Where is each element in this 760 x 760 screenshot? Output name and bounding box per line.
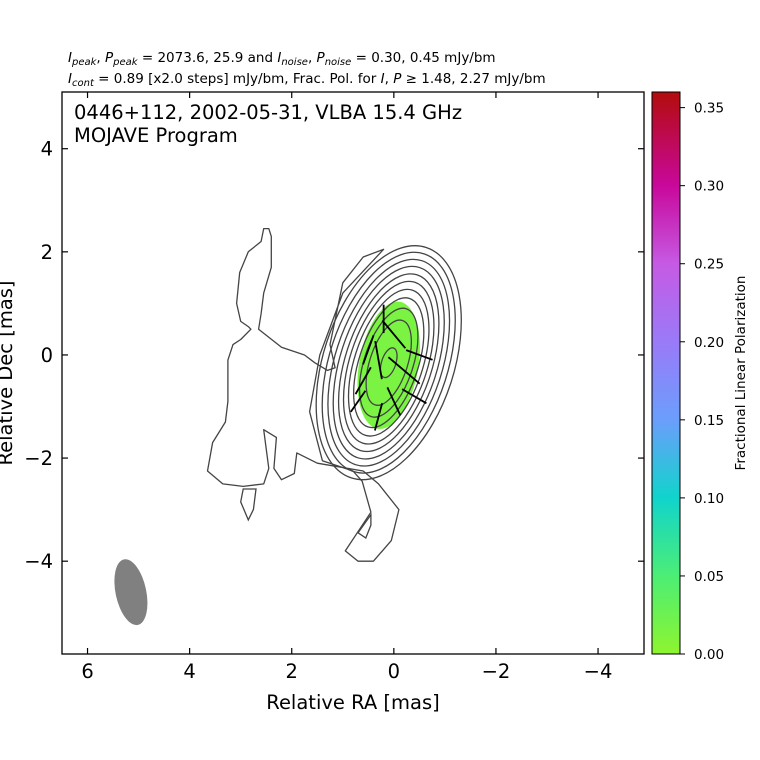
- header-stats-line-2: Icont = 0.89 [x2.0 steps] mJy/bm, Frac. …: [68, 71, 546, 89]
- colorbar-tick-label: 0.25: [694, 257, 724, 273]
- colorbar-tick-label: 0.30: [694, 179, 724, 195]
- evpa-vector-2: [381, 319, 407, 349]
- contour-island-1: [357, 512, 372, 539]
- contour-outer: [206, 227, 400, 562]
- polarization-patch: [357, 301, 420, 429]
- contour-level-7: [353, 297, 425, 429]
- polarization-layer: [357, 301, 420, 429]
- evpa-vector-8: [374, 402, 384, 431]
- contour-level-4: [337, 273, 440, 453]
- plot-subtitle: MOJAVE Program: [74, 124, 238, 147]
- evpa-vector-6: [405, 349, 433, 361]
- contour-level-8: [358, 307, 419, 418]
- colorbar-gradient: [651, 91, 681, 655]
- x-tick-label: 2: [286, 660, 298, 683]
- colorbar: 0.00 0.05 0.10 0.15 0.20 0.25 0.30 0.35 Fractio…: [651, 91, 749, 663]
- axis-ticks: 6 4 2 0 −2 −4 4 2 0 −2 −4: [24, 92, 644, 683]
- x-tick-label: 0: [388, 660, 400, 683]
- contour-level-2: [327, 258, 451, 467]
- x-tick-label: −4: [584, 660, 613, 683]
- plot-frame: [61, 91, 645, 655]
- contour-level-5: [342, 280, 435, 445]
- colorbar-tick-label: 0.10: [694, 491, 724, 507]
- header-stats-line-1: Ipeak, Ppeak = 2073.6, 25.9 and Inoise, …: [68, 50, 496, 68]
- y-tick-label: 2: [41, 241, 53, 264]
- evpa-vector-7: [386, 386, 402, 416]
- colorbar-tick-label: 0.00: [694, 647, 724, 663]
- contour-level-9: [365, 319, 412, 406]
- contour-island-0: [240, 488, 257, 522]
- contour-level-3: [332, 265, 445, 460]
- evpa-vector-3: [362, 334, 375, 365]
- contour-level-1: [321, 251, 456, 474]
- plot-title: 0446+112, 2002-05-31, VLBA 15.4 GHz: [74, 101, 462, 124]
- evpa-vector-4: [354, 366, 372, 395]
- beam-ellipse: [114, 559, 148, 626]
- contour-level-6: [347, 288, 430, 437]
- x-axis-label: Relative RA [mas]: [266, 691, 439, 714]
- y-axis-label: Relative Dec [mas]: [0, 280, 17, 465]
- colorbar-tick-label: 0.15: [694, 413, 724, 429]
- y-tick-label: −2: [24, 447, 53, 470]
- evpa-vectors: [350, 304, 433, 431]
- evpa-vector-9: [350, 390, 367, 413]
- intensity-contours: [206, 227, 462, 562]
- contour-level-0: [315, 245, 462, 481]
- colorbar-tick-label: 0.20: [694, 335, 724, 351]
- colorbar-ticks: 0.00 0.05 0.10 0.15 0.20 0.25 0.30 0.35: [680, 101, 724, 663]
- evpa-vector-1: [374, 340, 383, 380]
- colorbar-label: Fractional Linear Polarization: [733, 276, 749, 471]
- x-tick-label: 6: [81, 660, 93, 683]
- colorbar-tick-label: 0.05: [694, 569, 724, 585]
- y-tick-label: −4: [24, 550, 53, 573]
- colorbar-tick-label: 0.35: [694, 101, 724, 117]
- contour-level-10: [379, 347, 398, 379]
- y-tick-label: 4: [41, 138, 53, 161]
- x-tick-label: 4: [183, 660, 195, 683]
- plot-area: 6 4 2 0 −2 −4 4 2 0 −2 −4 0446+112, 2002-05-31, VL…: [24, 91, 645, 683]
- y-tick-label: 0: [41, 344, 53, 367]
- evpa-vector-0: [387, 356, 421, 385]
- x-tick-label: −2: [482, 660, 511, 683]
- beam-layer: [114, 559, 148, 626]
- evpa-vector-5: [401, 388, 427, 405]
